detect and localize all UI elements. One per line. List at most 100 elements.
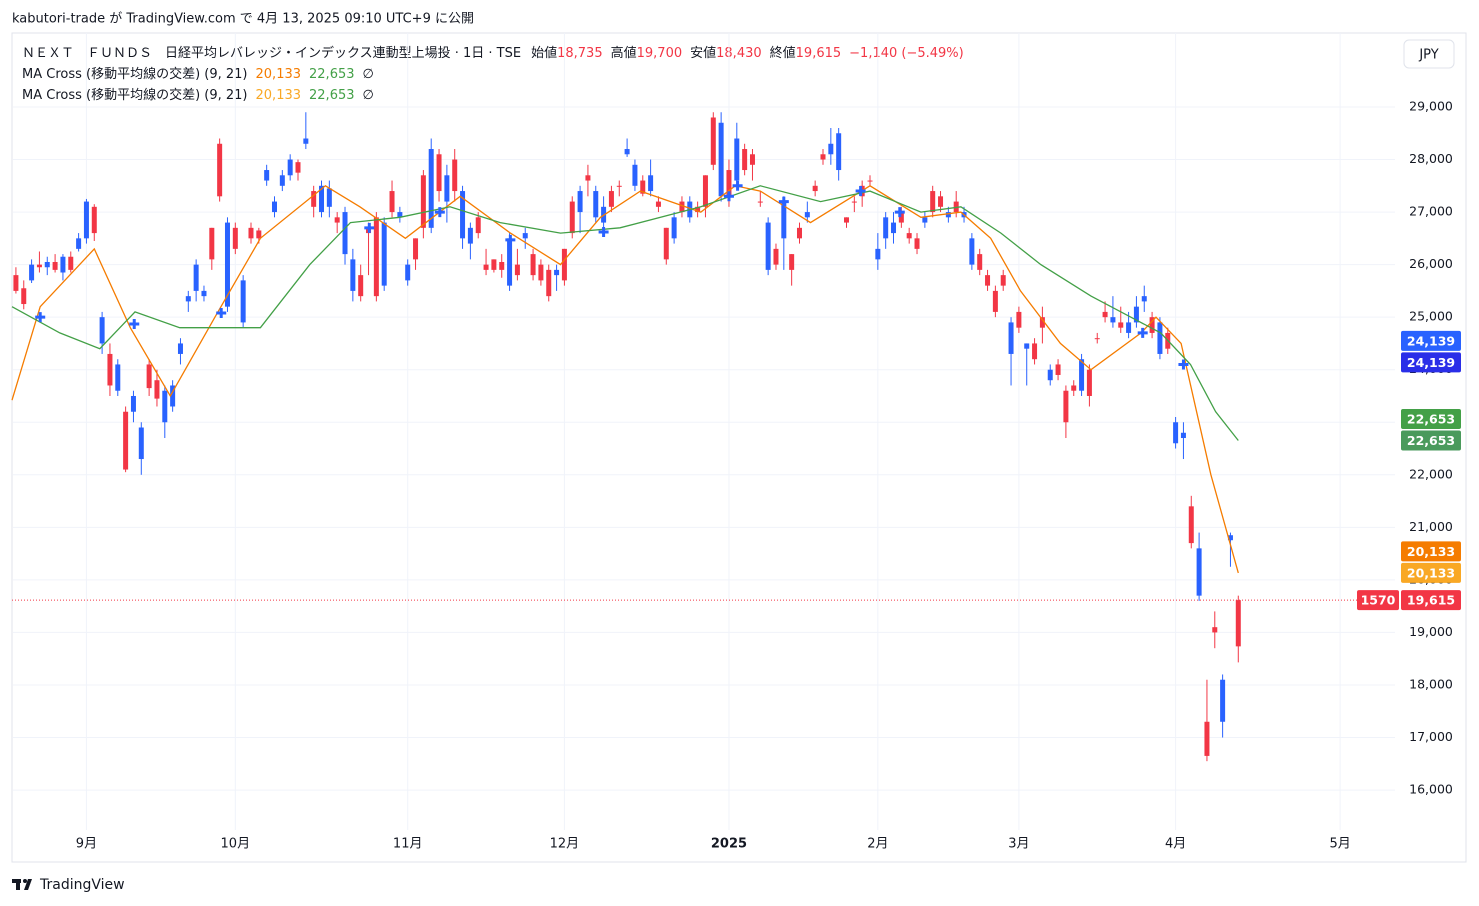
candle-body xyxy=(475,217,481,234)
candle-body xyxy=(554,269,560,276)
indicator-value: 20,133 xyxy=(256,88,302,103)
candle-body xyxy=(1173,422,1179,444)
candle-body xyxy=(561,248,567,281)
price-tag xyxy=(1401,562,1461,583)
candle-body xyxy=(710,117,716,165)
candle-body xyxy=(577,191,583,213)
candle-body xyxy=(444,175,450,202)
x-tick-label: 3月 xyxy=(1008,837,1029,852)
candle-body xyxy=(373,217,379,297)
y-tick-label: 27,000 xyxy=(1409,204,1453,219)
y-tick-label: 28,000 xyxy=(1409,151,1453,166)
candle-body xyxy=(1016,311,1022,328)
candle-body xyxy=(1039,317,1045,328)
candle-body xyxy=(91,206,97,234)
candle-body xyxy=(702,175,708,207)
candle-body xyxy=(898,212,904,223)
candle-body xyxy=(742,149,748,171)
candle-body xyxy=(326,188,332,207)
candle-body xyxy=(648,175,654,192)
indicator-symbol: ∅ xyxy=(363,88,374,103)
candle-body xyxy=(130,395,136,412)
candle-body xyxy=(248,227,254,239)
candle-body xyxy=(977,254,983,270)
candle-body xyxy=(1212,627,1218,633)
indicator-symbol: ∅ xyxy=(363,67,374,82)
candle-body xyxy=(671,217,677,239)
candle-body xyxy=(240,280,246,323)
indicator-name: MA Cross (移動平均線の交差) (9, 21) xyxy=(22,87,248,103)
candle-body xyxy=(358,275,364,297)
title: ＮＥＸＴ ＦＵＮＤＳ 日経平均レバレッジ・インデックス連動型上場投 · 1日 ·… xyxy=(22,45,521,61)
indicator-legend: MA Cross (移動平均線の交差) (9, 21) 20,133 22,653 ∅ xyxy=(22,66,374,82)
cross-marker xyxy=(364,222,375,233)
price-tag xyxy=(1401,352,1461,373)
candle-body xyxy=(185,296,191,302)
currency: JPY xyxy=(1418,48,1438,63)
candle-body xyxy=(279,175,285,186)
candle-body xyxy=(1126,322,1132,333)
ohlc-name: 安値 xyxy=(690,45,716,61)
y-tick-label: 16,000 xyxy=(1409,782,1453,797)
candle-body xyxy=(514,264,520,276)
candle-body xyxy=(452,159,458,192)
indicator-legends: MA Cross (移動平均線の交差) (9, 21) 20,133 22,653 ∅… xyxy=(22,66,374,103)
candle-body xyxy=(930,191,936,213)
logo-part xyxy=(24,879,32,890)
ohlc-value: 19,700 xyxy=(637,46,683,61)
candle-body xyxy=(522,233,528,239)
price-tag-label: 22,653 xyxy=(1407,433,1455,448)
candle-body xyxy=(945,212,951,218)
candle-body xyxy=(922,217,928,223)
ohlc-name: 終値 xyxy=(770,45,796,61)
indicator-name: MA Cross (移動平均線の交差) (9, 21) xyxy=(22,66,248,82)
y-tick-label: 17,000 xyxy=(1409,729,1453,744)
candle-body xyxy=(295,162,301,173)
candle-body xyxy=(491,259,497,270)
last-price-symbol: 1570 xyxy=(1361,593,1396,608)
cross-marker xyxy=(894,207,905,218)
candle-body xyxy=(311,191,317,207)
candle-body xyxy=(569,201,575,234)
y-tick-label: 19,000 xyxy=(1409,624,1453,639)
price-tag-label: 24,139 xyxy=(1407,355,1455,370)
cross-marker xyxy=(129,318,140,329)
candle-body xyxy=(350,259,356,291)
x-tick-label: 9月 xyxy=(76,837,97,852)
candle-body xyxy=(209,227,215,260)
ohlc-name: 高値 xyxy=(611,45,637,61)
pane-border xyxy=(11,32,1467,863)
candle-body xyxy=(1063,390,1069,423)
candle-body xyxy=(420,175,426,228)
ohlc-name: 始値 xyxy=(531,45,557,61)
candle-body xyxy=(914,238,920,249)
candle-body xyxy=(530,254,536,276)
candle-body xyxy=(757,201,763,203)
publisher: kabutori-trade が TradingView.com で 4月 13… xyxy=(12,12,474,27)
logo-part xyxy=(16,879,20,890)
candle-body xyxy=(1149,317,1155,333)
ohlc-legend: 始値18,735 高値19,700 安値18,430 終値19,615 −1,140 (… xyxy=(531,45,964,61)
candle-body xyxy=(1188,506,1194,544)
candle-body xyxy=(695,206,701,213)
candle-body xyxy=(749,154,755,165)
x-tick-label: 10月 xyxy=(221,837,251,852)
candle-body xyxy=(538,264,544,281)
candle-body xyxy=(718,122,724,197)
candle-body xyxy=(867,180,873,182)
candle-body xyxy=(507,238,513,286)
candle-body xyxy=(891,222,897,234)
candle-body xyxy=(1141,296,1147,302)
candle-body xyxy=(29,264,35,281)
candle-body xyxy=(13,275,19,291)
last-price-symbol-box xyxy=(1357,590,1399,611)
candle-body xyxy=(1032,343,1038,360)
price-tag-label: 22,653 xyxy=(1407,411,1455,426)
candle-body xyxy=(1227,535,1233,541)
candle-body xyxy=(906,233,912,239)
candle-body xyxy=(319,185,325,213)
candle-body xyxy=(52,261,58,270)
candle-body xyxy=(1220,679,1226,722)
